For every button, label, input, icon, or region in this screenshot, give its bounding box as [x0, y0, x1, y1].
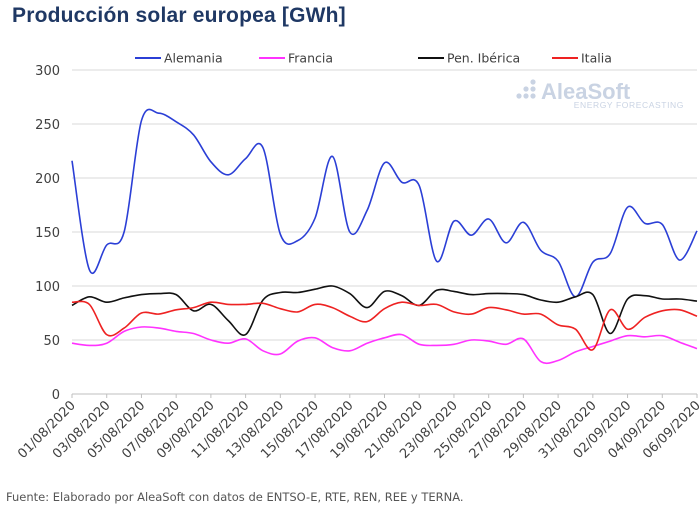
legend-label-pen-ib-rica: Pen. Ibérica: [447, 51, 520, 66]
legend-label-francia: Francia: [288, 51, 333, 66]
logo-tagline: ENERGY FORECASTING: [574, 100, 684, 110]
y-tick-label: 0: [52, 388, 60, 403]
y-tick-label: 250: [35, 118, 60, 133]
gridlines: [72, 69, 697, 341]
series-line-pen-ib-rica: [71, 285, 698, 336]
chart-title: Producción solar europea [GWh]: [12, 4, 346, 27]
source-note: Fuente: Elaborado por AleaSoft con datos…: [6, 490, 464, 504]
y-tick-label: 200: [35, 172, 60, 187]
logo-name: AleaSoft: [541, 79, 631, 104]
aleasoft-logo: AleaSoft ENERGY FORECASTING: [516, 79, 684, 110]
legend-label-alemania: Alemania: [164, 51, 223, 66]
series-line-italia: [71, 300, 698, 351]
y-axis-ticks: 0 50 100 150 200 250 300: [35, 64, 60, 403]
y-tick-label: 150: [35, 226, 60, 241]
y-tick-label: 100: [35, 280, 60, 295]
y-tick-label: 50: [43, 334, 60, 349]
series-lines: [71, 108, 698, 365]
series-line-alemania: [71, 108, 698, 298]
logo-dots-icon: [516, 79, 536, 99]
x-axis-ticks: 01/08/202003/08/202005/08/202007/08/2020…: [15, 394, 700, 462]
legend-label-italia: Italia: [581, 51, 612, 66]
series-line-francia: [71, 326, 698, 365]
y-tick-label: 300: [35, 64, 60, 79]
legend: Alemania Francia Pen. Ibérica Italia: [135, 51, 612, 66]
